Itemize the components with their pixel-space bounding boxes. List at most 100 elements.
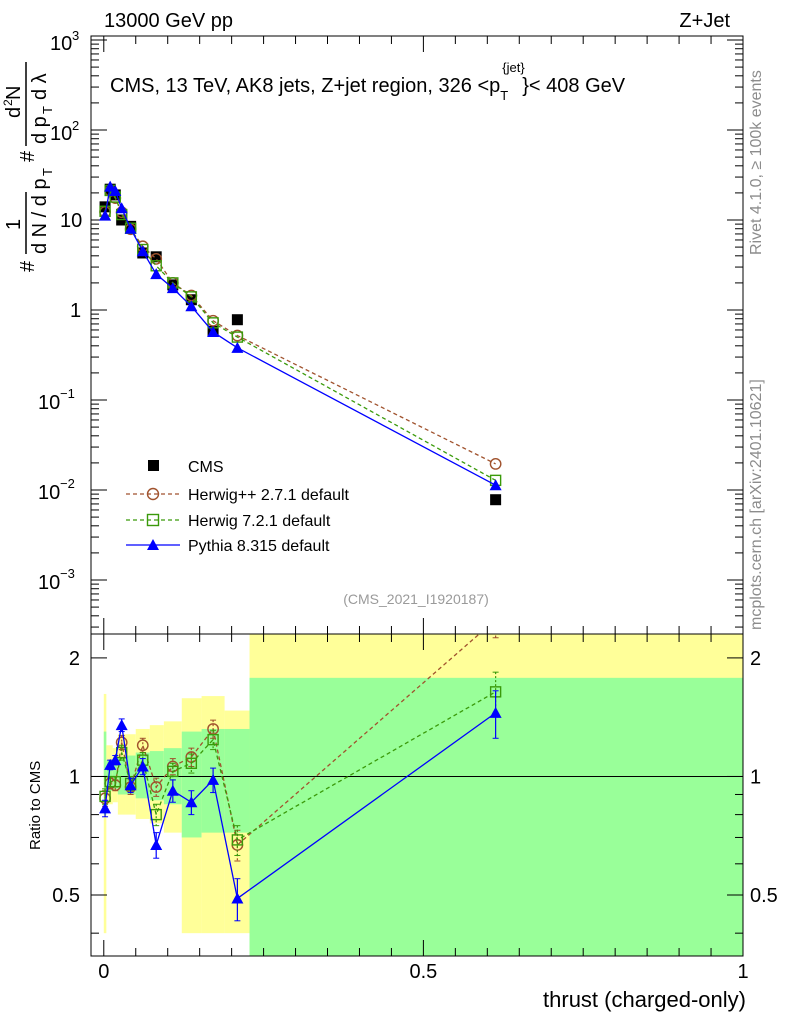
ratio-pythia-8-315-default <box>99 690 502 922</box>
svg-text:Herwig 7.2.1 default: Herwig 7.2.1 default <box>188 513 331 530</box>
uncertainty-band-inner <box>125 755 136 795</box>
ratio-panel: Ratio to CMS 0.5 0.51 12 2 0 0.5 1 thrust (ch… <box>27 615 778 1012</box>
ratio-point <box>109 775 121 788</box>
data-point <box>166 282 179 294</box>
ratio-ytick-label: 2 <box>69 648 80 670</box>
legend-entry-herwigpp: Herwig++ 2.7.1 default <box>126 487 350 504</box>
ratio-xtick-labels: 0 0.5 1 <box>98 961 748 983</box>
ytick-100: 10 <box>50 123 72 145</box>
data-point <box>489 457 502 470</box>
series-herwig-7-2-1-default <box>99 184 502 487</box>
xtick-label: 0.5 <box>409 961 437 983</box>
ytick-100-exp: 2 <box>72 118 79 133</box>
legend-entry-pythia: Pythia 8.315 default <box>126 538 330 555</box>
data-point <box>115 202 128 214</box>
legend-entry-herwig7: Herwig 7.2.1 default <box>126 513 331 530</box>
ratio-ticks <box>91 634 744 956</box>
svg-text:2: 2 <box>1 99 15 106</box>
data-point <box>109 185 122 197</box>
main-panel: CMS, 13 TeV, AK8 jets, Z+jet region, 326… <box>38 28 744 635</box>
uncertainty-band-inner <box>103 731 107 815</box>
header-left: 13000 GeV pp <box>104 10 233 32</box>
svg-text:d: d <box>3 107 25 118</box>
data-point <box>207 325 220 337</box>
svg-text:#: # <box>17 150 39 162</box>
ytick-1000-exp: 3 <box>72 28 79 43</box>
ratio-point <box>109 754 122 766</box>
svg-text:{jet}: {jet} <box>502 60 525 75</box>
ytick-0001: 10 <box>38 572 60 594</box>
svg-text:Pythia 8.315 default: Pythia 8.315 default <box>188 538 330 555</box>
svg-text:d λ: d λ <box>29 73 51 100</box>
ytick-001-exp: −2 <box>60 476 75 491</box>
mcplots-label: mcplots.cern.ch [arXiv:2401.10621] <box>748 379 765 630</box>
ratio-ytick-label-right: 1 <box>750 766 761 788</box>
series-line <box>104 185 496 486</box>
analysis-watermark: (CMS_2021_I1920187) <box>343 591 489 607</box>
svg-text:T: T <box>500 88 508 103</box>
data-point <box>489 479 502 491</box>
ratio-point <box>99 802 112 814</box>
main-series <box>99 180 502 506</box>
ratio-point <box>150 838 163 850</box>
data-point <box>231 314 243 326</box>
svg-text:Herwig++ 2.7.1 default: Herwig++ 2.7.1 default <box>188 487 350 504</box>
series-herwig-2-7-1-default <box>99 185 502 470</box>
svg-text:CMS: CMS <box>188 459 224 476</box>
ratio-point <box>185 796 198 808</box>
ratio-point <box>136 739 149 752</box>
main-ytick-labels: 10 3 10 2 10 1 10 −1 10 −2 10 −3 <box>38 28 82 594</box>
ratio-point <box>489 706 502 718</box>
xtick-label: 1 <box>737 961 748 983</box>
ytick-001: 10 <box>38 482 60 504</box>
ratio-point <box>207 733 219 746</box>
ratio-line <box>104 691 496 841</box>
main-ylabel: # 1 d N / d p T # d 2 N d p T d λ <box>1 62 55 272</box>
series-cms <box>99 183 502 506</box>
data-point <box>150 251 162 263</box>
ratio-point <box>166 784 179 796</box>
data-point <box>490 494 502 506</box>
series-pythia-8-315-default <box>99 180 502 491</box>
svg-text:1: 1 <box>3 219 25 230</box>
data-point <box>185 294 197 306</box>
chart-title: CMS, 13 TeV, AK8 jets, Z+jet region, 326… <box>110 60 626 103</box>
data-point <box>99 209 112 221</box>
xtick-label: 0 <box>98 961 109 983</box>
data-point <box>231 341 244 353</box>
ratio-frame <box>90 633 744 957</box>
ratio-point <box>185 757 198 769</box>
ytick-1000: 10 <box>50 33 72 55</box>
uncertainty-band-inner <box>181 731 202 838</box>
svg-text:T: T <box>40 168 55 176</box>
ratio-ylabel: Ratio to CMS <box>27 761 44 850</box>
uncertainty-band-inner <box>224 728 250 833</box>
main-ticks <box>91 36 744 634</box>
uncertainty-band-inner <box>117 757 126 795</box>
ratio-point <box>124 779 137 791</box>
ratio-ytick-label: 1 <box>69 766 80 788</box>
uncertainty-band-inner <box>112 761 118 789</box>
ytick-01: 10 <box>38 392 60 414</box>
ytick-01-exp: −1 <box>60 386 75 401</box>
ytick-10: 10 <box>60 210 82 232</box>
data-point <box>136 245 149 257</box>
data-point <box>185 300 198 312</box>
legend-entry-cms: CMS <box>148 459 224 476</box>
svg-text:d p: d p <box>29 116 51 144</box>
ratio-ytick-label: 0.5 <box>52 885 80 907</box>
rivet-label: Rivet 4.1.0, ≥ 100k events <box>748 70 765 255</box>
ratio-point <box>231 892 244 904</box>
svg-text:#: # <box>17 260 39 272</box>
uncertainty-band-inner <box>149 751 164 801</box>
ratio-point <box>167 765 179 778</box>
series-line <box>104 188 496 481</box>
header-right: Z+Jet <box>679 10 730 32</box>
ytick-1: 1 <box>70 300 81 322</box>
xlabel: thrust (charged-only) <box>543 987 746 1012</box>
svg-text:N: N <box>3 86 25 100</box>
ytick-0001-exp: −3 <box>60 566 75 581</box>
ratio-point <box>490 615 500 625</box>
data-point <box>150 268 163 280</box>
